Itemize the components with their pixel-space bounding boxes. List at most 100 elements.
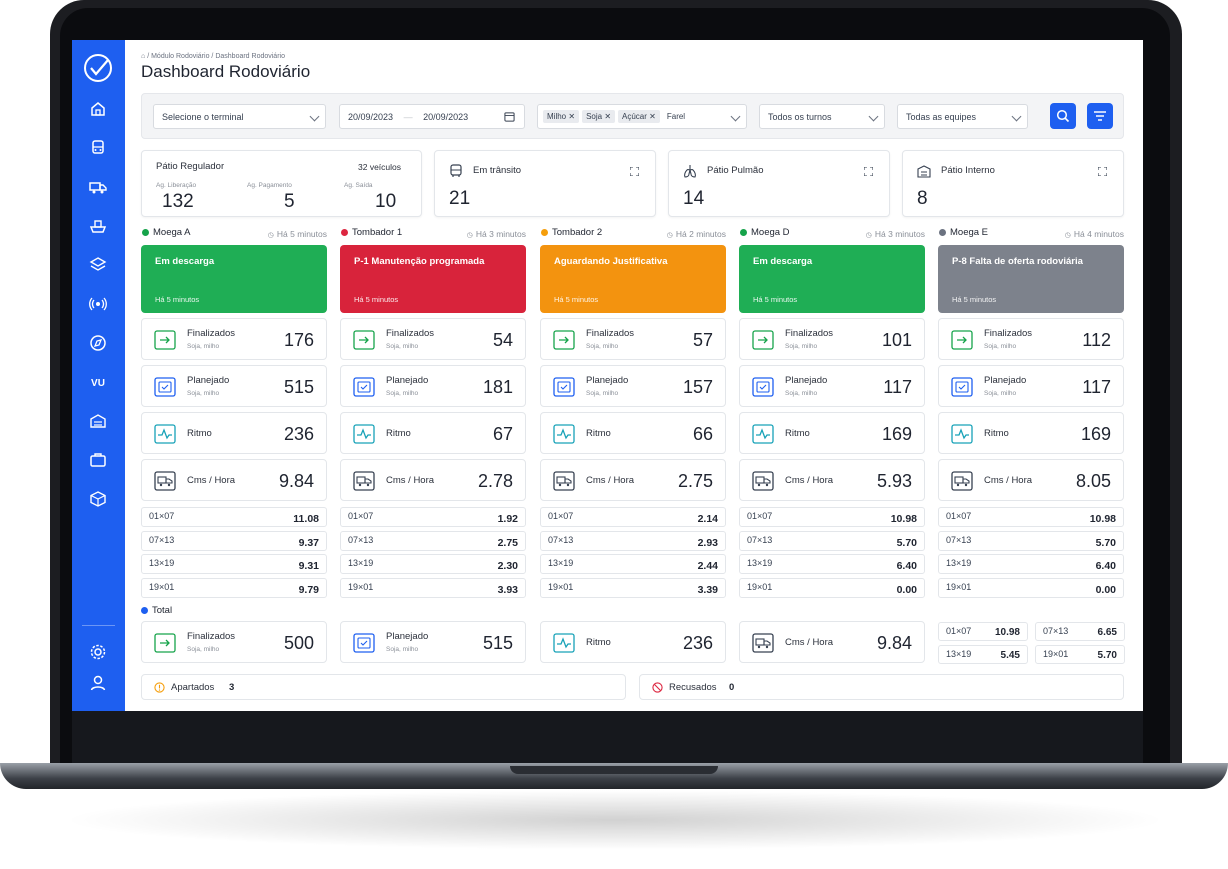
product-tag-acucar[interactable]: Açúcar ✕ xyxy=(618,110,660,123)
ritmo-metric-card[interactable]: Ritmo 66 xyxy=(540,412,726,454)
metric-value: 9.84 xyxy=(876,633,912,653)
user-profile-icon[interactable] xyxy=(89,674,107,692)
finalizados-metric-card[interactable]: Finalizados Soja, milho 112 xyxy=(938,318,1124,360)
shift-label: 01×07 xyxy=(747,511,773,521)
cms-metric-card[interactable]: Cms / Hora 2.75 xyxy=(540,459,726,501)
status-banner[interactable]: Em descarga Há 5 minutos xyxy=(739,245,925,313)
box-icon[interactable] xyxy=(89,490,107,508)
shift-label: 01×07 xyxy=(548,511,574,521)
finalizados-metric-card[interactable]: Finalizados Soja, milho 500 xyxy=(141,621,327,663)
tag-remove-icon[interactable]: ✕ xyxy=(568,112,576,121)
bus-icon xyxy=(450,164,462,177)
product-tag-farel[interactable]: Farel xyxy=(663,110,689,123)
filter-button[interactable] xyxy=(1087,103,1113,129)
metric-value: 67 xyxy=(492,424,513,444)
column-name: Moega D xyxy=(751,227,790,238)
shift-label: 13×19 xyxy=(348,558,374,568)
expand-icon[interactable] xyxy=(630,167,639,176)
product-tag-soja[interactable]: Soja ✕ xyxy=(582,110,616,123)
expand-icon[interactable] xyxy=(864,167,873,176)
metric-subtitle: Soja, milho xyxy=(586,390,619,397)
terminal-select[interactable]: Selecione o terminal xyxy=(153,104,326,129)
stat-label: Ag. Pagamento xyxy=(247,182,292,189)
finalizados-metric-card[interactable]: Finalizados Soja, milho 54 xyxy=(340,318,526,360)
settings-gear-icon[interactable] xyxy=(89,643,107,661)
tag-remove-icon[interactable]: ✕ xyxy=(604,112,612,121)
shift-label: 19×01 xyxy=(149,581,175,592)
ship-icon[interactable] xyxy=(89,217,107,235)
planejado-metric-card[interactable]: Planejado Soja, milho 515 xyxy=(141,365,327,407)
calendar-check-icon xyxy=(353,377,375,397)
updated-text: Há 4 minutos xyxy=(1073,229,1124,239)
finalizados-metric-card[interactable]: Finalizados Soja, milho 176 xyxy=(141,318,327,360)
planejado-metric-card[interactable]: Planejado Soja, milho 117 xyxy=(938,365,1124,407)
planejado-metric-card[interactable]: Planejado Soja, milho 157 xyxy=(540,365,726,407)
column-updated-time: ◷ Há 5 minutos xyxy=(253,229,327,239)
apartados-bar[interactable]: Apartados 3 xyxy=(141,674,626,700)
planejado-metric-card[interactable]: Planejado Soja, milho 181 xyxy=(340,365,526,407)
status-text: Aguardando Justificativa xyxy=(554,256,668,267)
shift-value: 6.40 xyxy=(896,560,917,572)
status-text: Em descarga xyxy=(753,256,813,267)
ritmo-metric-card[interactable]: Ritmo 236 xyxy=(540,621,726,663)
status-dot xyxy=(740,229,747,236)
metric-label: Ritmo xyxy=(785,428,810,439)
planejado-metric-card[interactable]: Planejado Soja, milho 117 xyxy=(739,365,925,407)
shift-row: 19×01 3.39 xyxy=(540,577,726,598)
home-icon[interactable] xyxy=(89,100,107,118)
exit-arrow-icon xyxy=(353,330,375,350)
vu-icon[interactable]: VU xyxy=(89,373,107,391)
planejado-metric-card[interactable]: Planejado Soja, milho 515 xyxy=(340,621,526,663)
shift-label: 13×19 xyxy=(946,558,972,568)
status-banner[interactable]: P-8 Falta de oferta rodoviária Há 5 minut… xyxy=(938,245,1124,313)
patio-interno-card[interactable]: Pátio Interno 8 xyxy=(902,150,1124,217)
status-banner[interactable]: P-1 Manutenção programada Há 5 minutos xyxy=(340,245,526,313)
compass-icon[interactable] xyxy=(89,334,107,352)
shift-label: 19×01 xyxy=(946,581,972,592)
warehouse-icon[interactable] xyxy=(89,412,107,430)
turnos-select[interactable]: Todos os turnos xyxy=(759,104,885,129)
broadcast-icon[interactable] xyxy=(89,295,107,313)
status-banner[interactable]: Em descarga Há 5 minutos xyxy=(141,245,327,313)
em-transito-card[interactable]: Em trânsito 21 xyxy=(434,150,656,217)
date-range-picker[interactable]: 20/09/2023 — 20/09/2023 xyxy=(339,104,525,129)
breadcrumb-module[interactable]: Módulo Rodoviário xyxy=(151,53,210,60)
bus-icon[interactable] xyxy=(89,139,107,157)
home-breadcrumb-icon[interactable]: ⌂ xyxy=(141,53,146,60)
expand-icon[interactable] xyxy=(1098,167,1107,176)
patio-pulmao-card[interactable]: Pátio Pulmão 14 xyxy=(668,150,890,217)
metric-value: 66 xyxy=(692,424,713,444)
column-updated-time: ◷ Há 3 minutos xyxy=(851,229,925,239)
status-banner[interactable]: Aguardando Justificativa Há 5 minutos xyxy=(540,245,726,313)
ritmo-metric-card[interactable]: Ritmo 169 xyxy=(739,412,925,454)
ritmo-metric-card[interactable]: Ritmo 67 xyxy=(340,412,526,454)
cms-metric-card[interactable]: Cms / Hora 5.93 xyxy=(739,459,925,501)
recusados-bar[interactable]: Recusados 0 xyxy=(639,674,1124,700)
metric-subtitle: Soja, milho xyxy=(386,646,419,653)
truck-icon[interactable] xyxy=(89,178,107,196)
cms-metric-card[interactable]: Cms / Hora 2.78 xyxy=(340,459,526,501)
finalizados-metric-card[interactable]: Finalizados Soja, milho 101 xyxy=(739,318,925,360)
recusados-value: 0 xyxy=(729,682,735,693)
cms-metric-card[interactable]: Cms / Hora 8.05 xyxy=(938,459,1124,501)
ritmo-metric-card[interactable]: Ritmo 169 xyxy=(938,412,1124,454)
shift-value: 2.30 xyxy=(497,560,518,572)
shift-value: 2.44 xyxy=(697,560,718,572)
shift-row: 01×07 10.98 xyxy=(739,507,925,527)
cms-metric-card[interactable]: Cms / Hora 9.84 xyxy=(739,621,925,663)
shift-row: 19×01 0.00 xyxy=(938,577,1124,598)
metric-label: Finalizados xyxy=(586,328,635,339)
layers-icon[interactable] xyxy=(89,256,107,274)
shift-row: 13×19 6.40 xyxy=(938,554,1124,574)
column-heading: Tombador 2 xyxy=(541,227,602,238)
products-multiselect[interactable]: Milho ✕ Soja ✕ Açúcar ✕ Farel xyxy=(537,104,747,129)
cms-metric-card[interactable]: Cms / Hora 9.84 xyxy=(141,459,327,501)
tag-remove-icon[interactable]: ✕ xyxy=(649,112,656,121)
ritmo-metric-card[interactable]: Ritmo 236 xyxy=(141,412,327,454)
finalizados-metric-card[interactable]: Finalizados Soja, milho 57 xyxy=(540,318,726,360)
equipes-select[interactable]: Todas as equipes xyxy=(897,104,1028,129)
briefcase-icon[interactable] xyxy=(89,451,107,469)
product-tag-milho[interactable]: Milho ✕ xyxy=(543,110,580,123)
search-button[interactable] xyxy=(1050,103,1076,129)
shift-value: 11.08 xyxy=(293,513,319,525)
